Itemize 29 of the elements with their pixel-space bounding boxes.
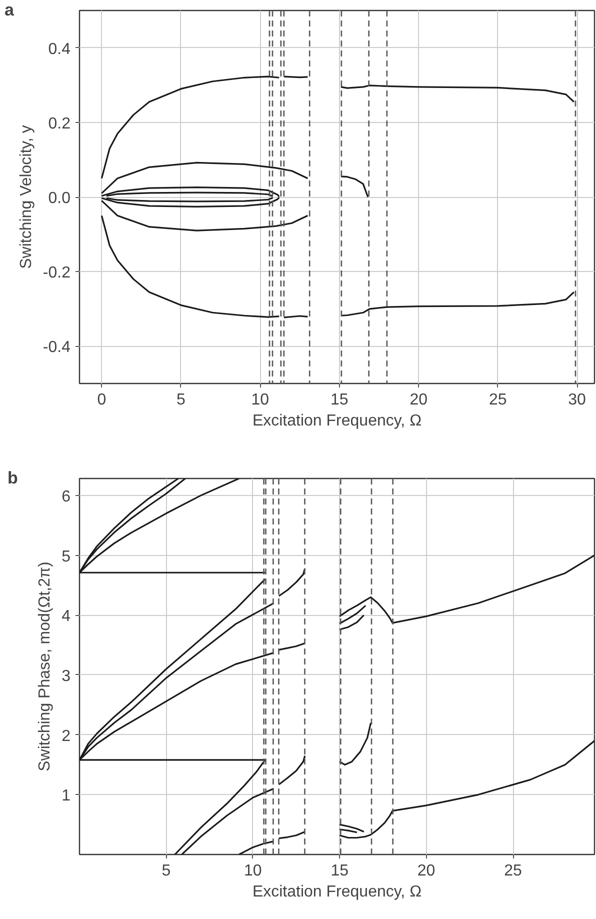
y-axis-title: Switching Velocity, y [18, 125, 35, 269]
y-tick-label: 0.2 [48, 115, 71, 132]
x-axis-title: Excitation Frequency, Ω [252, 412, 422, 430]
y-axis-title: Switching Phase, mod(Ωt,2π) [36, 562, 54, 772]
chart-title: a [4, 0, 14, 20]
y-tick-label: 2 [62, 728, 71, 745]
y-tick-label: -0.2 [42, 264, 71, 282]
x-tick-label: 20 [410, 392, 428, 408]
y-tick-label: 4 [62, 608, 71, 626]
x-tick-label: 5 [176, 392, 186, 408]
x-tick-label: 10 [251, 392, 270, 408]
x-axis-title: Excitation Frequency, Ω [252, 884, 422, 900]
y-tick-label: 3 [62, 668, 71, 685]
x-tick-label: 0 [97, 392, 106, 408]
x-tick-label: 10 [244, 862, 262, 880]
y-tick-label: 1 [62, 788, 71, 805]
y-tick-label: 0.4 [48, 40, 71, 58]
x-tick-label: 20 [417, 862, 436, 880]
y-tick-label: 5 [62, 548, 71, 566]
y-tick-label: 0.0 [48, 190, 71, 207]
x-tick-label: 15 [330, 392, 348, 408]
y-tick-label: 6 [62, 488, 71, 506]
x-tick-label: 25 [504, 862, 522, 880]
chart-title: b [8, 468, 18, 488]
y-tick-label: -0.4 [42, 339, 71, 356]
x-tick-label: 5 [162, 862, 171, 880]
x-tick-label: 15 [330, 862, 349, 880]
x-tick-label: 25 [488, 392, 507, 408]
x-tick-label: 30 [568, 392, 586, 408]
